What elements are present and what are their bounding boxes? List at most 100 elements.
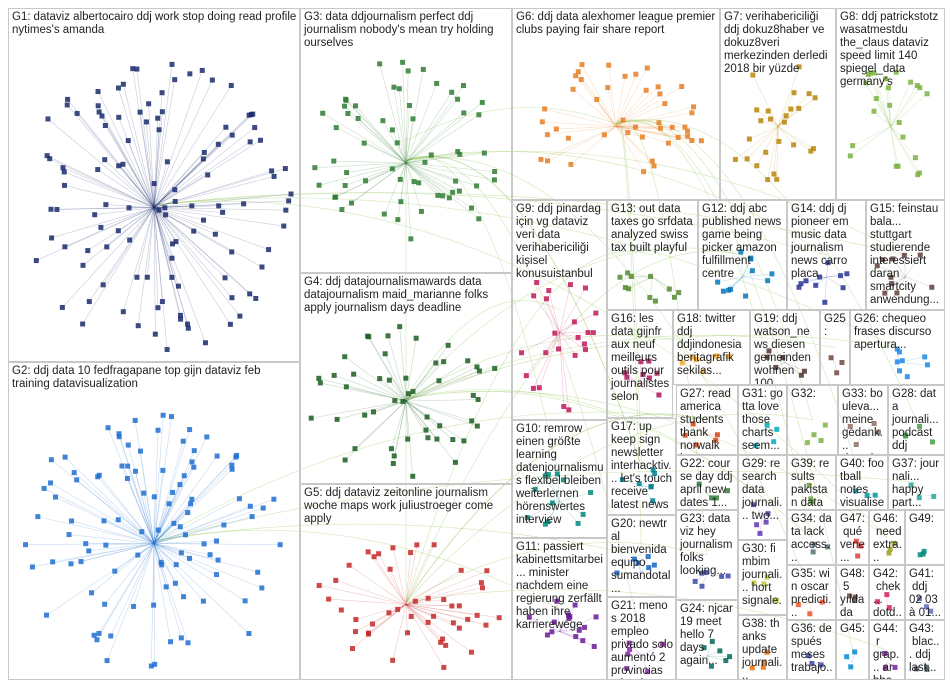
edge bbox=[153, 543, 190, 559]
node bbox=[690, 421, 696, 427]
node bbox=[656, 392, 662, 398]
node bbox=[886, 550, 892, 556]
node bbox=[105, 425, 111, 431]
node bbox=[152, 661, 158, 667]
edge bbox=[405, 544, 435, 605]
node bbox=[143, 119, 149, 125]
node bbox=[549, 629, 555, 635]
edge bbox=[405, 366, 478, 402]
node bbox=[391, 453, 397, 459]
node bbox=[74, 477, 80, 483]
node bbox=[460, 83, 466, 89]
group-words: feinstaubala... stuttgart studierende in… bbox=[870, 203, 940, 306]
node bbox=[749, 665, 755, 671]
node bbox=[53, 494, 59, 500]
node bbox=[825, 260, 831, 266]
node bbox=[648, 483, 654, 489]
edge bbox=[378, 553, 407, 605]
node bbox=[94, 637, 100, 643]
edge bbox=[153, 207, 173, 278]
node bbox=[148, 663, 154, 669]
edge bbox=[153, 141, 251, 208]
edge bbox=[134, 420, 155, 544]
node bbox=[201, 217, 207, 223]
node bbox=[676, 290, 682, 296]
group-label: G34: data lack access... bbox=[791, 513, 833, 564]
node bbox=[749, 268, 755, 274]
edge bbox=[405, 162, 415, 182]
node bbox=[350, 646, 356, 652]
edge bbox=[153, 411, 708, 542]
node bbox=[440, 636, 446, 642]
edge bbox=[625, 276, 653, 288]
node bbox=[155, 427, 161, 433]
edge bbox=[153, 207, 179, 287]
node bbox=[465, 616, 471, 622]
node bbox=[601, 132, 607, 138]
node bbox=[888, 274, 894, 280]
edge bbox=[76, 113, 155, 208]
node bbox=[896, 349, 902, 355]
edge bbox=[905, 276, 932, 288]
edge bbox=[118, 433, 155, 544]
node bbox=[773, 597, 779, 603]
node bbox=[411, 179, 417, 185]
node bbox=[844, 654, 850, 660]
node bbox=[931, 493, 937, 499]
node bbox=[643, 87, 649, 93]
node bbox=[434, 436, 440, 442]
edge bbox=[153, 207, 181, 316]
node bbox=[798, 281, 804, 287]
group-words: njcar19 meet hello 7 days again... bbox=[680, 603, 733, 667]
edge bbox=[405, 334, 898, 399]
node bbox=[380, 118, 386, 124]
edge bbox=[105, 543, 155, 546]
node bbox=[205, 172, 211, 178]
edge bbox=[122, 164, 155, 208]
edge bbox=[96, 543, 155, 640]
node bbox=[351, 371, 357, 377]
node bbox=[333, 577, 339, 583]
group-words: ddj patrickstotz wasatmestdu the_claus d… bbox=[840, 11, 939, 88]
node bbox=[412, 598, 418, 604]
edge bbox=[405, 604, 408, 633]
edge bbox=[649, 276, 653, 298]
group-box: G5: ddj dataviz zeitonline journalism woc… bbox=[300, 484, 512, 680]
group-id: G32: bbox=[791, 388, 816, 400]
node bbox=[853, 538, 859, 544]
node bbox=[818, 438, 824, 444]
group-box: G43:blac... ddj last... bbox=[905, 620, 945, 680]
node bbox=[929, 284, 935, 290]
node bbox=[355, 115, 361, 121]
edge bbox=[735, 126, 779, 160]
edge bbox=[547, 126, 617, 135]
group-label: G16: les data gijnfr aux neuf meilleurs o… bbox=[611, 313, 670, 404]
edge bbox=[536, 282, 560, 333]
edge bbox=[615, 126, 688, 132]
node bbox=[748, 255, 754, 261]
edge bbox=[106, 543, 155, 661]
group-words: read america students thank norwalk hs..… bbox=[680, 388, 731, 454]
node bbox=[806, 482, 812, 488]
node bbox=[352, 103, 358, 109]
edge bbox=[153, 207, 263, 268]
node bbox=[751, 580, 757, 586]
group-box: G31: gotta love those charts seem... bbox=[738, 385, 787, 455]
node bbox=[882, 650, 888, 656]
node bbox=[542, 521, 548, 527]
edge bbox=[137, 207, 155, 326]
edge bbox=[365, 162, 407, 182]
node bbox=[660, 641, 666, 647]
edge bbox=[405, 604, 487, 626]
node bbox=[266, 247, 272, 253]
node bbox=[726, 287, 732, 293]
group-id: G35: bbox=[791, 568, 816, 580]
node bbox=[474, 183, 480, 189]
node bbox=[229, 462, 235, 468]
group-label: G49: bbox=[909, 513, 942, 526]
edge bbox=[776, 126, 779, 180]
group-words: ddj dj pioneer em music data journalism … bbox=[791, 203, 849, 280]
node bbox=[771, 439, 777, 445]
edge bbox=[767, 356, 786, 363]
group-words: passiert kabinettsmitarbei... minister n… bbox=[516, 541, 603, 631]
